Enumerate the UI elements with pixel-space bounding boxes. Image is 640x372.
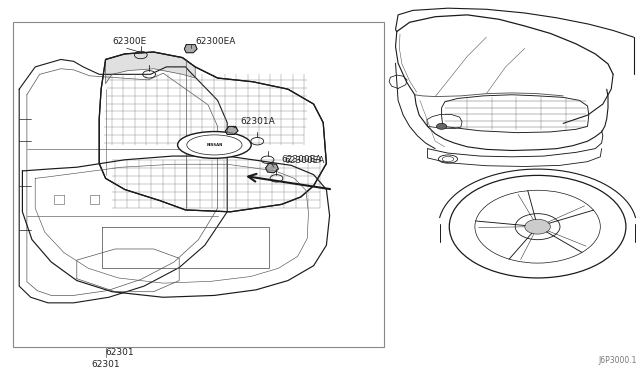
Text: 62301: 62301 [106, 348, 134, 357]
Text: 62300E: 62300E [112, 38, 147, 46]
Text: J6P3000.1: J6P3000.1 [598, 356, 637, 365]
Text: 62300EA: 62300EA [285, 156, 325, 166]
Text: 62301A: 62301A [240, 117, 275, 126]
Circle shape [525, 219, 550, 234]
Text: 62300EA: 62300EA [282, 154, 322, 164]
Circle shape [436, 124, 447, 129]
Polygon shape [184, 45, 197, 53]
Polygon shape [225, 126, 238, 135]
Text: 62300EA: 62300EA [195, 38, 236, 46]
Polygon shape [266, 164, 278, 173]
Text: 62301: 62301 [92, 360, 120, 369]
Polygon shape [106, 52, 195, 84]
Text: NISSAN: NISSAN [206, 143, 223, 147]
Ellipse shape [178, 132, 252, 158]
Bar [13, 22, 384, 347]
